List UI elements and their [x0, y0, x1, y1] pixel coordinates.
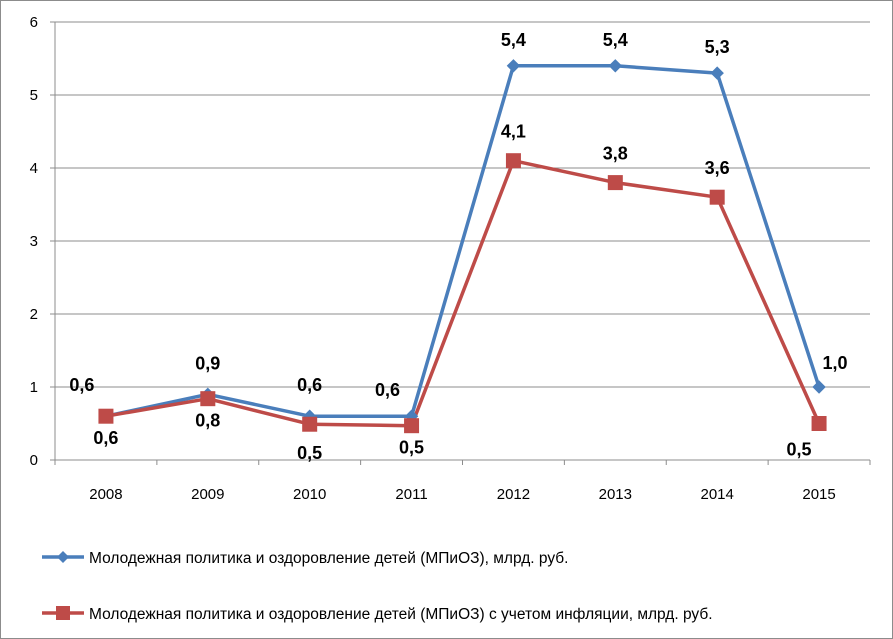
data-point-series1-2014: [710, 66, 724, 80]
x-tick-label: 2009: [191, 486, 224, 503]
data-label-series1: 0,6: [297, 375, 322, 395]
data-label-series2: 0,5: [787, 440, 812, 460]
data-point-series1-2013: [608, 59, 623, 73]
x-tick-label: 2008: [89, 486, 122, 503]
data-label-series2: 3,6: [705, 158, 730, 178]
y-tick-label: 6: [30, 14, 38, 31]
y-tick-label: 3: [30, 233, 38, 250]
series-line-1: [105, 64, 821, 418]
data-point-series2-2014: [709, 189, 725, 205]
x-tick-label: 2013: [599, 486, 632, 503]
data-label-series1: 0,9: [195, 353, 220, 373]
data-point-series2-2013: [607, 175, 623, 191]
data-point-series2-2009: [200, 391, 216, 407]
series-line-2: [105, 158, 821, 428]
data-label-series2: 3,8: [603, 144, 628, 164]
data-label-series2: 0,5: [297, 443, 322, 463]
data-label-series1: 5,3: [705, 37, 730, 57]
data-label-series2: 0,8: [195, 411, 220, 431]
data-label-series1: 0,6: [375, 380, 400, 400]
data-point-series1-2012: [506, 59, 521, 73]
data-point-series2-2015: [811, 416, 827, 431]
data-label-series2: 0,6: [93, 428, 118, 448]
y-tick-label: 2: [30, 306, 38, 323]
y-tick-label: 1: [30, 379, 38, 396]
legend-label-series2: Молодежная политика и оздоровление детей…: [89, 606, 713, 623]
legend-marker-series1: [57, 551, 69, 563]
data-label-series2: 0,5: [399, 438, 424, 458]
x-tick-label: 2015: [802, 486, 835, 503]
data-point-series2-2012: [505, 153, 521, 169]
data-label-series1: 5,4: [603, 30, 628, 50]
y-tick-label: 0: [30, 452, 38, 469]
data-point-series1-2015: [812, 380, 826, 394]
data-label-series2: 4,1: [501, 122, 526, 142]
x-tick-label: 2014: [701, 486, 734, 503]
y-tick-label: 4: [30, 160, 38, 177]
data-point-series2-2008: [98, 408, 114, 424]
y-tick-label: 5: [30, 87, 38, 104]
data-label-series1: 1,0: [823, 353, 848, 373]
data-point-series2-2010: [302, 416, 318, 432]
data-label-series1: 5,4: [501, 30, 526, 50]
data-label-series1: 0,6: [69, 375, 94, 395]
legend-label-series1: Молодежная политика и оздоровление детей…: [89, 550, 568, 567]
data-point-series2-2011: [404, 418, 420, 434]
x-tick-label: 2011: [395, 486, 427, 503]
x-tick-label: 2010: [293, 486, 326, 503]
x-tick-label: 2012: [497, 486, 530, 503]
legend-marker-series2: [56, 606, 70, 620]
